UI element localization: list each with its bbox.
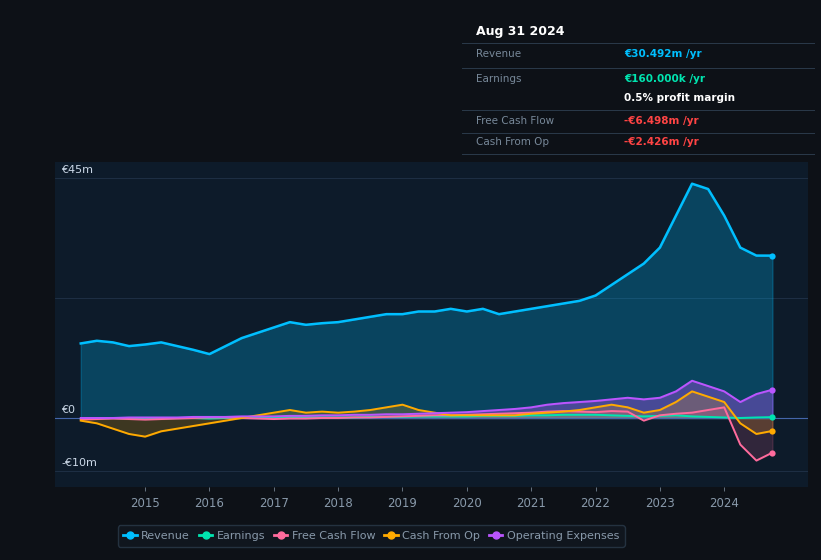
Text: €160.000k /yr: €160.000k /yr	[625, 74, 705, 84]
Text: Free Cash Flow: Free Cash Flow	[476, 116, 554, 126]
Text: -€2.426m /yr: -€2.426m /yr	[625, 137, 699, 147]
Text: -€6.498m /yr: -€6.498m /yr	[625, 116, 699, 126]
Legend: Revenue, Earnings, Free Cash Flow, Cash From Op, Operating Expenses: Revenue, Earnings, Free Cash Flow, Cash …	[118, 525, 625, 547]
Text: 0.5% profit margin: 0.5% profit margin	[625, 94, 736, 104]
Text: €45m: €45m	[62, 165, 94, 175]
Text: €30.492m /yr: €30.492m /yr	[625, 49, 702, 59]
Text: Aug 31 2024: Aug 31 2024	[476, 25, 565, 38]
Text: -€10m: -€10m	[62, 458, 98, 468]
Text: €0: €0	[62, 405, 76, 415]
Text: Cash From Op: Cash From Op	[476, 137, 549, 147]
Text: Revenue: Revenue	[476, 49, 521, 59]
Text: Earnings: Earnings	[476, 74, 521, 84]
